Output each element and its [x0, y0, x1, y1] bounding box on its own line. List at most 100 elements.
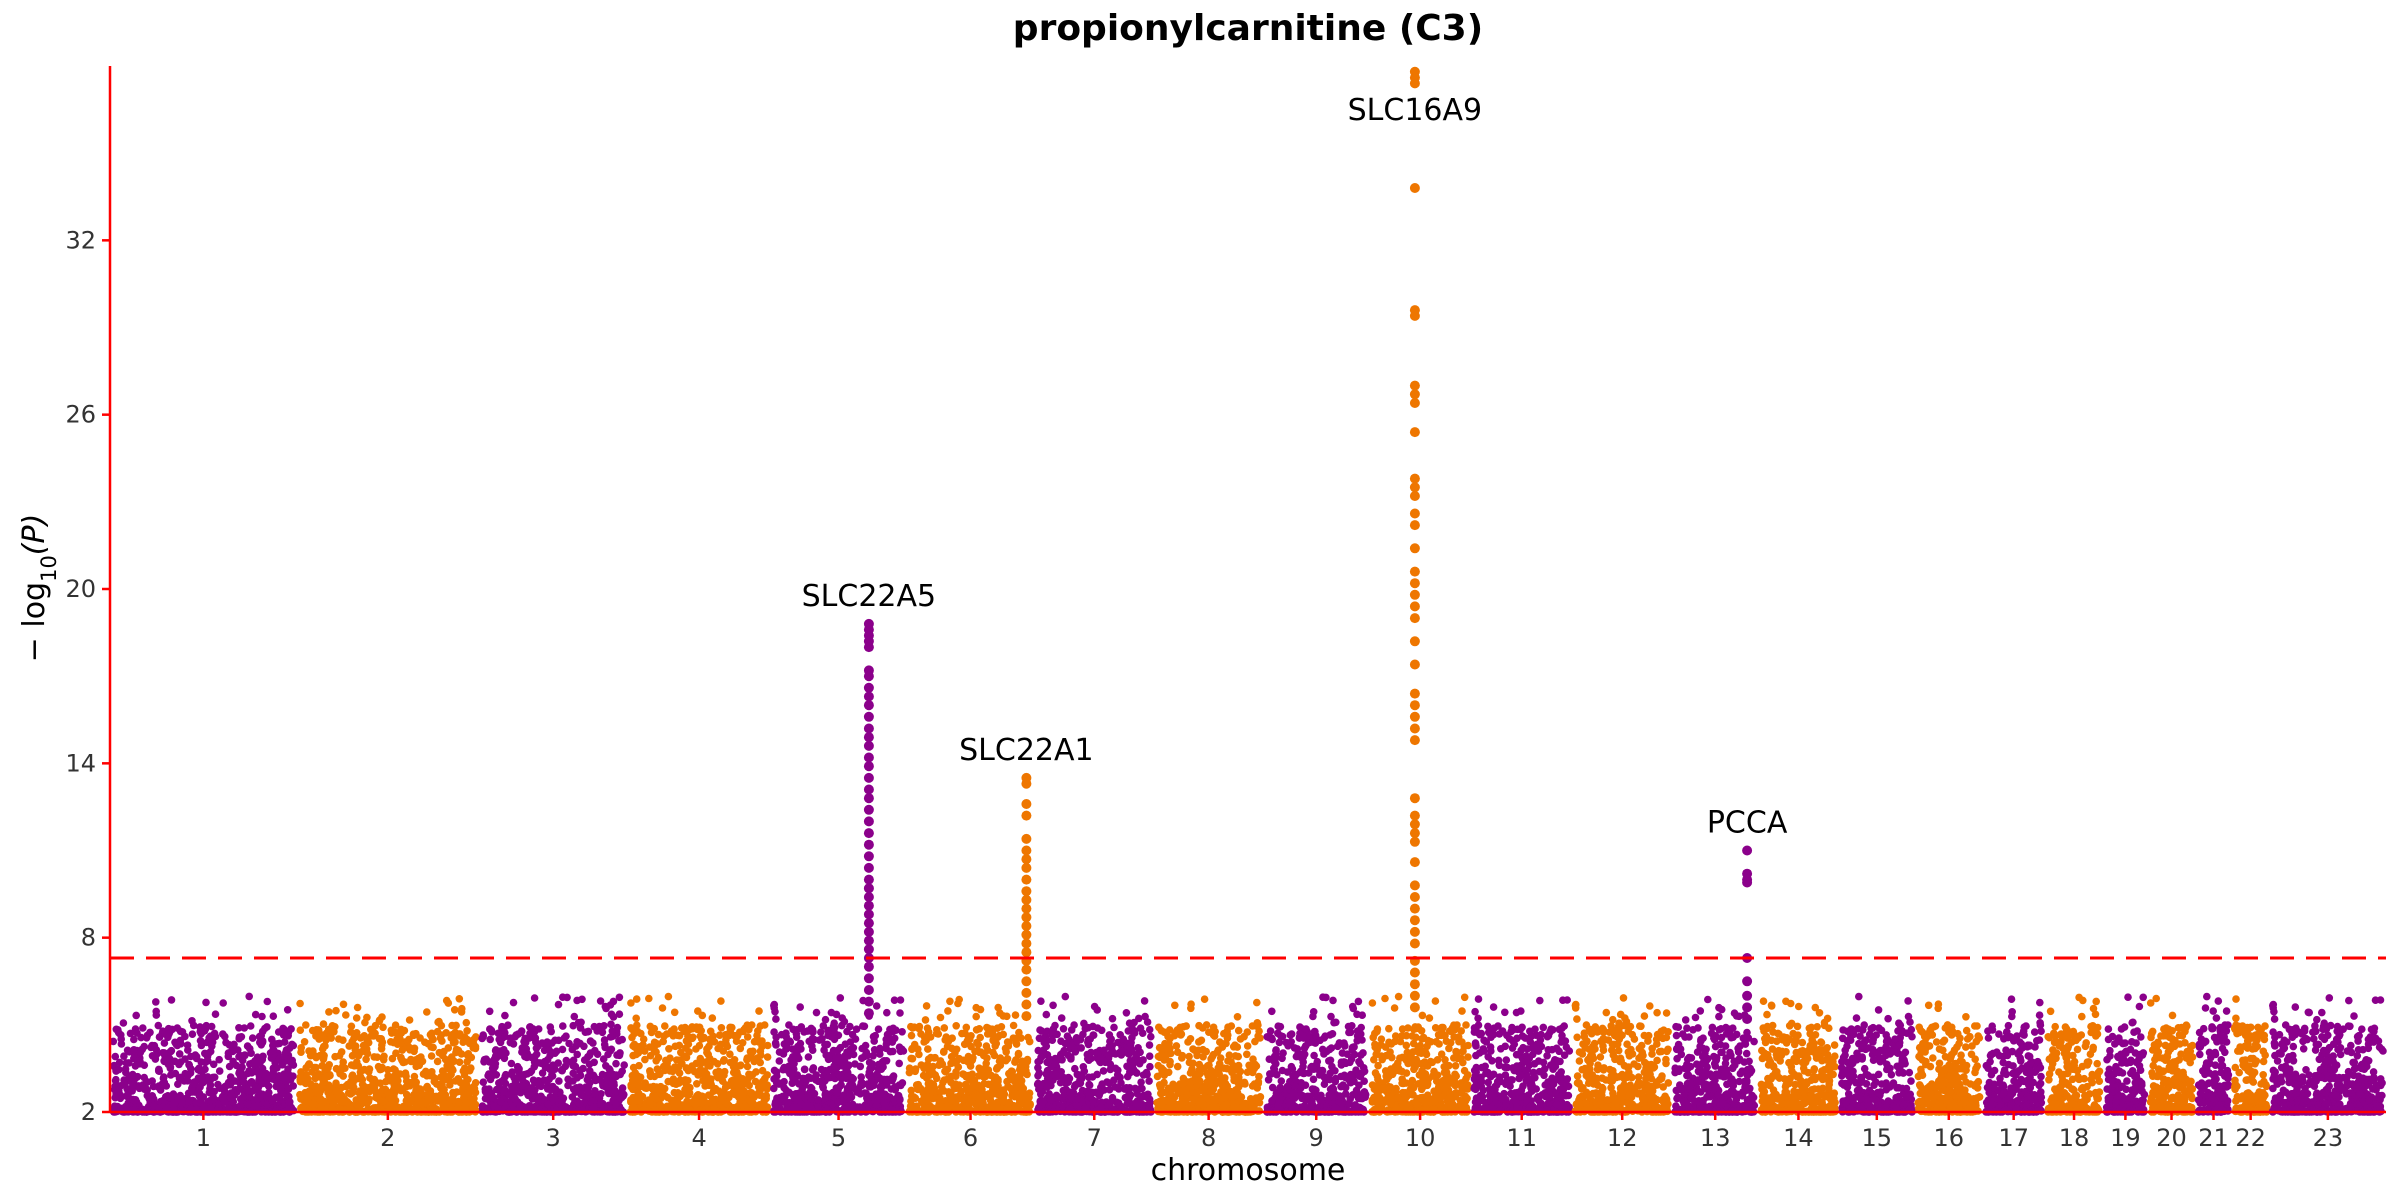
snp-point: [665, 1045, 673, 1053]
snp-point: [347, 1022, 356, 1031]
snp-point: [779, 1065, 787, 1074]
snp-point: [454, 1046, 463, 1055]
snp-point: [1051, 1059, 1060, 1068]
snp-point: [558, 1045, 567, 1054]
snp-point: [1034, 1058, 1042, 1066]
snp-point: [1043, 1027, 1051, 1036]
snp-point: [800, 1065, 809, 1074]
snp-point: [989, 1086, 997, 1094]
snp-point: [241, 1051, 249, 1060]
snp-point: [994, 1098, 1002, 1106]
snp-point: [379, 1097, 388, 1106]
snp-point: [149, 1082, 158, 1091]
snp-point: [1106, 1037, 1114, 1046]
snp-point: [573, 996, 581, 1005]
snp-point: [601, 1043, 609, 1052]
snp-point: [229, 1097, 238, 1106]
snp-point: [388, 1054, 397, 1063]
snp-point: [832, 1054, 840, 1063]
snp-point: [545, 1075, 553, 1084]
snp-point: [424, 1095, 433, 1103]
snp-point: [319, 1078, 328, 1086]
snp-point: [1092, 1048, 1101, 1057]
snp-point: [952, 1068, 960, 1076]
snp-point: [523, 1053, 531, 1062]
snp-point: [555, 1077, 563, 1085]
snp-point: [696, 1066, 705, 1074]
snp-point: [577, 1018, 585, 1027]
snp-point: [398, 1046, 407, 1054]
snp-point: [112, 1090, 120, 1098]
snp-point: [703, 1045, 711, 1053]
snp-point: [551, 1095, 559, 1103]
snp-point: [219, 999, 227, 1007]
snp-point: [829, 1046, 838, 1055]
snp-point: [663, 1061, 671, 1070]
snp-point: [940, 1024, 949, 1032]
snp-point: [922, 1036, 930, 1045]
snp-point: [361, 1018, 369, 1027]
snp-point: [115, 1065, 123, 1074]
snp-point: [243, 1042, 252, 1050]
snp-point: [155, 1033, 164, 1041]
snp-point: [967, 1072, 976, 1080]
snp-point: [544, 1100, 553, 1109]
snp-point: [1123, 1062, 1131, 1071]
snp-point: [317, 1031, 325, 1040]
snp-point: [518, 1082, 527, 1090]
snp-point: [629, 1063, 638, 1072]
snp-point: [982, 1068, 991, 1077]
snp-point: [554, 1000, 563, 1009]
snp-point: [1081, 1104, 1090, 1112]
snp-point: [1037, 997, 1045, 1005]
snp-point: [397, 1053, 405, 1062]
snp-point: [191, 1051, 200, 1059]
snp-point: [448, 1094, 457, 1102]
snp-point: [1061, 1039, 1070, 1048]
snp-point: [509, 998, 518, 1007]
snp-point: [664, 1077, 672, 1086]
snp-point: [287, 1058, 295, 1067]
snp-point: [879, 1063, 887, 1071]
snp-point: [1085, 1081, 1094, 1089]
snp-point: [284, 1085, 293, 1093]
snp-point: [1106, 1060, 1115, 1069]
snp-point: [944, 1075, 952, 1083]
snp-point: [975, 1064, 983, 1072]
snp-point: [756, 1022, 765, 1030]
snp-point: [225, 1062, 234, 1071]
snp-point: [1073, 1080, 1082, 1088]
snp-point: [462, 1018, 471, 1027]
snp-point: [287, 1025, 295, 1033]
snp-point: [1011, 1103, 1019, 1112]
snp-point: [471, 1079, 480, 1087]
snp-point: [496, 1038, 505, 1047]
snp-point: [515, 1065, 523, 1073]
snp-point: [500, 1075, 508, 1084]
snp-point: [412, 1089, 420, 1097]
snp-point: [1110, 1023, 1118, 1032]
snp-point: [422, 1084, 431, 1092]
snp-point: [1138, 1029, 1147, 1037]
snp-point: [797, 1089, 805, 1098]
snp-point: [543, 1055, 552, 1064]
snp-point: [130, 1035, 138, 1044]
snp-point: [376, 1088, 384, 1097]
snp-point: [527, 1084, 535, 1092]
snp-point: [570, 1012, 579, 1021]
snp-point: [752, 1068, 760, 1076]
snp-point: [589, 1071, 598, 1080]
snp-point: [311, 1074, 320, 1083]
snp-point: [143, 1078, 152, 1086]
snp-point: [755, 1081, 764, 1089]
snp-point: [154, 1021, 163, 1030]
snp-point: [378, 1013, 386, 1021]
snp-point: [501, 1032, 509, 1041]
snp-point: [947, 1044, 956, 1053]
snp-point: [658, 1004, 667, 1012]
snp-point: [109, 1037, 118, 1046]
snp-point: [167, 1071, 175, 1079]
snp-point: [817, 1028, 825, 1036]
snp-point: [128, 1087, 136, 1095]
